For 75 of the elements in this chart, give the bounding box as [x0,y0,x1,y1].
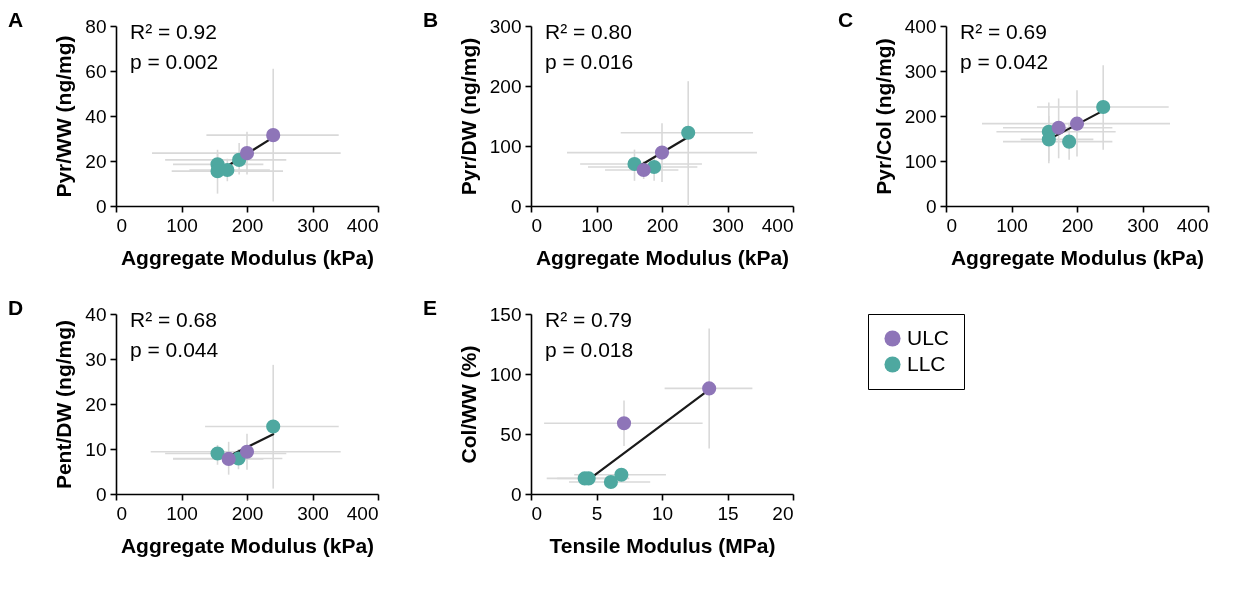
x-tick-label: 200 [1061,214,1094,236]
x-tick-label: 10 [651,502,674,524]
chart-title: A [8,8,24,31]
chart-title: B [423,8,439,31]
y-tick-label: 50 [500,423,522,445]
y-tick-label: 20 [85,150,107,172]
x-tick-label: 20 [772,502,794,524]
x-tick-label: 400 [1176,214,1209,236]
x-tick-label: 200 [646,214,679,236]
y-tick-label: 0 [925,195,937,217]
x-tick-label: 15 [717,502,739,524]
y-tick-label: 100 [489,363,522,385]
y-tick-label: 20 [85,393,107,415]
x-tick-label: 5 [591,502,603,524]
y-tick-label: 40 [85,105,107,127]
y-tick-label: 0 [510,195,522,217]
x-tick-label: 200 [231,502,264,524]
chart-title: C [838,8,854,31]
chart-title: D [8,296,24,319]
annotation: R² = 0.68 [130,308,217,331]
y-tick-label: 300 [904,60,937,82]
y-tick-label: 40 [85,303,107,325]
legend-label: ULC [907,325,950,349]
x-tick-label: 300 [297,214,329,236]
x-axis-title: Aggregate Modulus (kPa) [535,245,790,269]
y-tick-label: 200 [489,75,522,97]
y-tick-label: 60 [85,60,107,82]
y-tick-label: 30 [85,348,107,370]
x-tick-label: 0 [946,214,958,236]
y-axis-title: Pyr/DW (ng/mg) [456,37,480,196]
x-axis-title: Aggregate Modulus (kPa) [120,533,375,557]
y-tick-label: 150 [489,303,522,325]
x-tick-label: 0 [116,502,128,524]
y-tick-label: 10 [85,438,107,460]
annotation: p = 0.016 [545,50,634,73]
y-axis-title: Pent/DW (ng/mg) [52,319,76,490]
annotation: p = 0.042 [960,50,1049,73]
annotation: R² = 0.92 [130,20,217,43]
chart-title: E [423,296,438,319]
y-tick-label: 0 [510,483,522,505]
y-axis-title: Pyr/WW (ng/mg) [52,35,76,198]
x-tick-label: 100 [581,214,613,236]
annotation: R² = 0.79 [545,308,632,331]
annotation: p = 0.044 [130,338,219,361]
x-tick-label: 100 [996,214,1028,236]
y-tick-label: 300 [489,15,522,37]
x-tick-label: 200 [231,214,264,236]
y-tick-label: 80 [85,15,107,37]
x-tick-label: 0 [116,214,128,236]
y-tick-label: 0 [95,195,107,217]
annotation: p = 0.002 [130,50,219,73]
y-tick-label: 100 [904,150,937,172]
x-axis-title: Tensile Modulus (MPa) [549,533,776,557]
x-tick-label: 0 [531,502,543,524]
x-axis-title: Aggregate Modulus (kPa) [120,245,375,269]
y-axis-title: Col/WW (%) [456,345,480,464]
x-tick-label: 100 [166,214,198,236]
x-tick-label: 400 [346,502,379,524]
x-tick-label: 100 [166,502,198,524]
y-tick-label: 400 [904,15,937,37]
x-tick-label: 400 [346,214,379,236]
annotation: R² = 0.69 [960,20,1047,43]
y-tick-label: 0 [95,483,107,505]
x-tick-label: 300 [712,214,744,236]
annotation: R² = 0.80 [545,20,632,43]
y-axis-title: Pyr/Col (ng/mg) [871,38,895,195]
y-tick-label: 100 [489,135,522,157]
x-tick-label: 300 [1127,214,1159,236]
legend-label: LLC [907,351,946,375]
y-tick-label: 200 [904,105,937,127]
x-tick-label: 0 [531,214,543,236]
x-tick-label: 300 [297,502,329,524]
x-axis-title: Aggregate Modulus (kPa) [950,245,1205,269]
x-tick-label: 400 [761,214,794,236]
annotation: p = 0.018 [545,338,634,361]
